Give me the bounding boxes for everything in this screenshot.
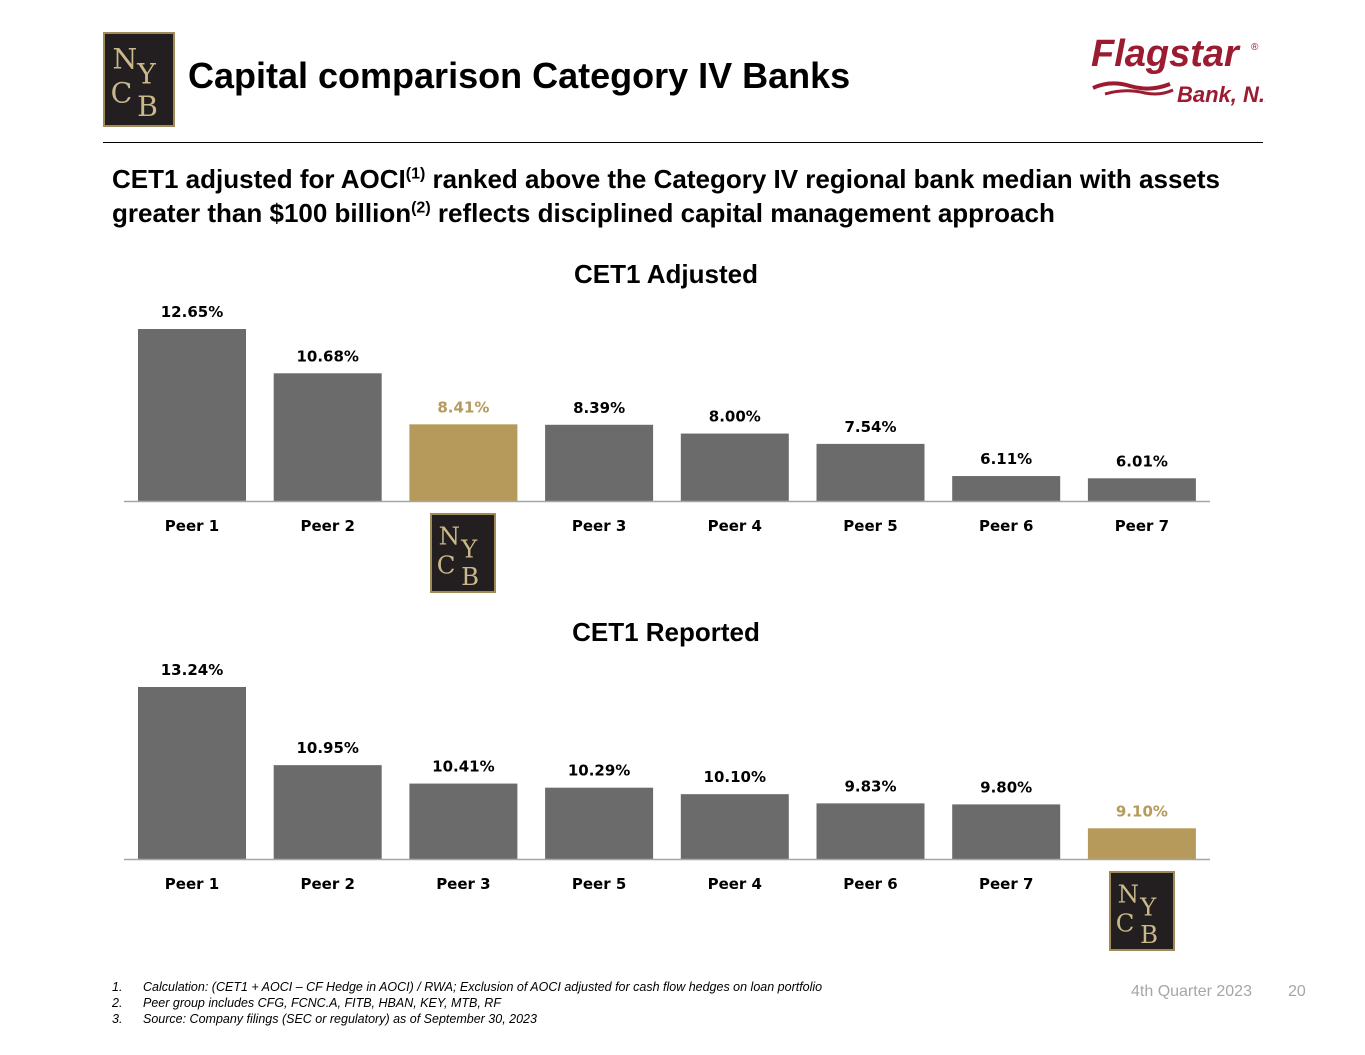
- data-label: 9.80%: [980, 778, 1032, 796]
- svg-text:B: B: [1140, 920, 1158, 949]
- footnote: 3. Source: Company filings (SEC or regula…: [112, 1012, 537, 1026]
- nycb-logo: N Y C B: [103, 32, 175, 127]
- cet1-adjusted-chart: 12.65% Peer 1 10.68% Peer 2 8.41% 8.39% Peer 3…: [124, 303, 1210, 535]
- svg-text:Y: Y: [136, 58, 156, 91]
- category-label: Peer 7: [1115, 517, 1169, 535]
- data-label: 10.41%: [432, 758, 494, 776]
- bar-nycb: [409, 424, 518, 501]
- bar-peer-4: [680, 433, 789, 501]
- svg-text:N: N: [439, 522, 460, 551]
- bar-peer-1: [138, 329, 246, 501]
- data-label: 6.01%: [1116, 452, 1168, 470]
- data-label: 12.65%: [161, 303, 223, 321]
- data-label: 9.10%: [1116, 802, 1168, 820]
- svg-text:C: C: [437, 551, 456, 580]
- flagstar-logo: Flagstar ® Bank, N.A.: [1085, 30, 1287, 110]
- svg-text:B: B: [462, 562, 480, 591]
- bar-peer-4: [680, 794, 789, 859]
- footnote: 2. Peer group includes CFG, FCNC.A, FITB,…: [112, 996, 501, 1010]
- category-label: Peer 2: [300, 875, 354, 893]
- chart-title-cet1-reported: CET1 Reported: [572, 617, 760, 647]
- category-label: Peer 3: [572, 517, 626, 535]
- footnotes: 1. Calculation: (CET1 + AOCI – CF Hedge i…: [112, 979, 822, 1027]
- bar-peer-7: [1087, 478, 1196, 501]
- svg-text:C: C: [111, 77, 133, 110]
- bar-peer-6: [816, 803, 925, 859]
- svg-text:B: B: [137, 90, 158, 123]
- data-label: 7.54%: [844, 418, 896, 436]
- svg-text:N: N: [113, 43, 138, 76]
- bar-peer-5: [816, 443, 925, 501]
- data-label: 10.29%: [568, 762, 630, 780]
- page-number: 20: [1288, 983, 1306, 1000]
- chart-title-cet1-adjusted: CET1 Adjusted: [574, 259, 758, 289]
- data-label: 10.68%: [296, 347, 358, 365]
- brand-sub: Bank, N.A.: [1177, 82, 1265, 107]
- bar-peer-7: [952, 804, 1061, 859]
- cet1-reported-chart: 13.24% Peer 1 10.95% Peer 2 10.41% Peer 3 10.2…: [124, 661, 1210, 893]
- data-label: 6.11%: [980, 450, 1032, 468]
- brand-swoosh-icon: [1104, 88, 1174, 96]
- data-label: 13.24%: [161, 661, 223, 679]
- slide-subtitle: CET1 adjusted for AOCI(1) ranked above t…: [112, 164, 1220, 228]
- category-label: Peer 4: [708, 517, 762, 535]
- category-label: Peer 4: [708, 875, 762, 893]
- category-label: Peer 5: [572, 875, 626, 893]
- bar-peer-5: [545, 787, 654, 859]
- category-label: Peer 1: [165, 875, 219, 893]
- data-label: 10.95%: [296, 739, 358, 757]
- brand-swoosh-icon: [1092, 81, 1171, 91]
- header-divider: [103, 142, 1263, 143]
- svg-text:C: C: [1116, 909, 1135, 938]
- data-label: 8.00%: [709, 408, 761, 426]
- category-label: Peer 7: [979, 875, 1033, 893]
- category-label: Peer 6: [979, 517, 1033, 535]
- brand-name: Flagstar: [1091, 33, 1241, 75]
- nycb-monogram-icon: N YC B: [437, 522, 480, 591]
- nycb-monogram-icon: N YC B: [1116, 880, 1158, 949]
- footer-quarter: 4th Quarter 2023: [1131, 983, 1252, 1000]
- category-label: Peer 5: [843, 517, 897, 535]
- data-label: 8.39%: [573, 399, 625, 417]
- svg-text:Y: Y: [461, 535, 479, 564]
- data-label: 10.10%: [704, 768, 766, 786]
- data-label: 9.83%: [844, 777, 896, 795]
- category-label: Peer 2: [300, 517, 354, 535]
- category-label: Peer 3: [436, 875, 490, 893]
- bar-peer-2: [273, 765, 382, 859]
- nycb-monogram-icon: N Y C B: [111, 43, 158, 123]
- svg-text:Y: Y: [1139, 893, 1157, 922]
- bar-peer-6: [952, 476, 1061, 501]
- data-label: 8.41%: [437, 398, 489, 416]
- bar-peer-2: [273, 373, 382, 501]
- category-label: Peer 1: [165, 517, 219, 535]
- category-label: Peer 6: [843, 875, 897, 893]
- bar-peer-1: [138, 687, 246, 859]
- bar-nycb: [1087, 828, 1196, 859]
- page-title: Capital comparison Category IV Banks: [188, 55, 851, 96]
- bar-peer-3: [409, 783, 518, 859]
- svg-text:N: N: [1117, 880, 1138, 909]
- footnote: 1. Calculation: (CET1 + AOCI – CF Hedge i…: [112, 980, 823, 994]
- brand-registered: ®: [1251, 42, 1259, 53]
- bar-peer-3: [545, 424, 654, 501]
